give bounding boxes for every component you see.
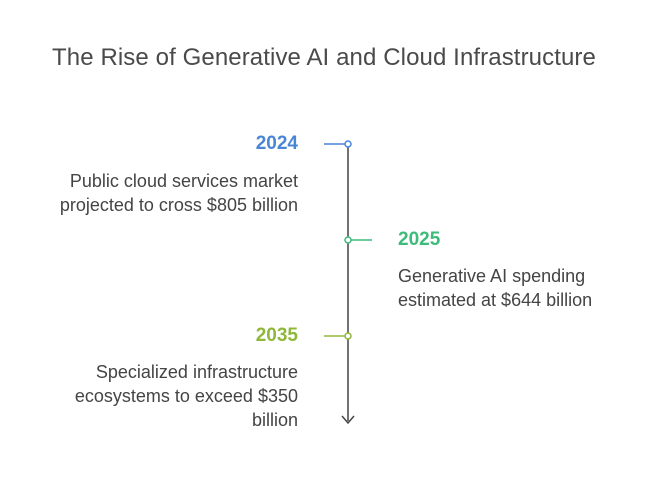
event-description-line: Specialized infrastructure	[95, 362, 298, 382]
marker-2035	[344, 332, 352, 340]
marker-2025	[344, 236, 352, 244]
event-description-line: ecosystems to exceed $350	[74, 386, 298, 406]
event-description-line: estimated at $644 billion	[398, 290, 593, 310]
event-description-2024: Public cloud services market projected t…	[8, 169, 298, 217]
diagram-title: The Rise of Generative AI and Cloud Infr…	[52, 44, 596, 71]
event-description-line: Public cloud services market	[69, 171, 298, 191]
marker-2024	[344, 140, 352, 148]
event-year-2024: 2024	[255, 133, 298, 154]
event-description-2035: Specialized infrastructure ecosystems to…	[8, 360, 298, 432]
event-description-line: Generative AI spending	[398, 266, 586, 286]
event-year-2025: 2025	[398, 229, 441, 250]
timeline-arrowhead	[341, 415, 355, 425]
event-description-line: projected to cross $805 billion	[59, 195, 298, 215]
event-year-2035: 2035	[255, 325, 298, 346]
event-description-2025: Generative AI spending estimated at $644…	[398, 264, 638, 312]
event-description-line: billion	[251, 410, 298, 430]
